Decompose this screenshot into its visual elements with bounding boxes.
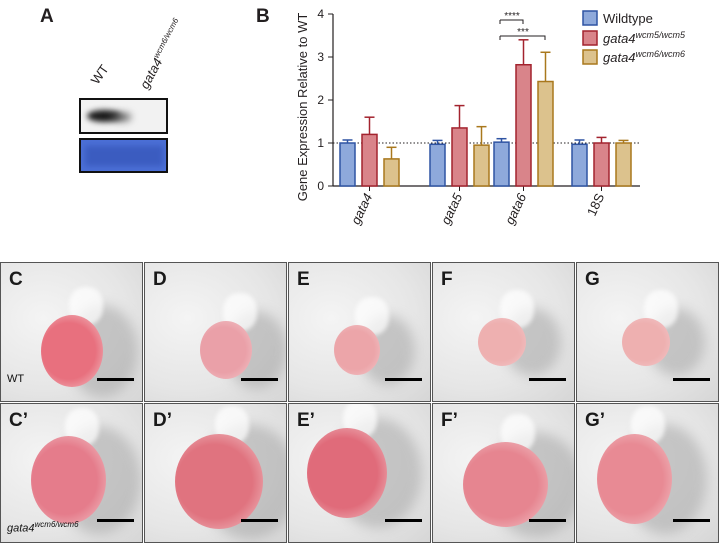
- heart-photo-e-prime: E’: [288, 403, 431, 543]
- heart-specimen: [41, 315, 103, 387]
- panel-letter: C: [9, 269, 23, 290]
- panel-letter: F’: [441, 410, 458, 431]
- chart-bars: [339, 39, 632, 187]
- scale-bar: [673, 519, 710, 522]
- heart-photo-c-prime: C’ gata4wcm6/wcm6: [0, 403, 143, 543]
- panel-letter: D’: [153, 410, 172, 431]
- heart-photo-g-prime: G’: [576, 403, 719, 543]
- bar: [383, 158, 400, 187]
- significance-label-1: ****: [504, 11, 520, 22]
- heart-specimen: [200, 321, 252, 379]
- y-tick-label: 4: [317, 7, 324, 21]
- heart-photo-c: C WT: [0, 262, 143, 402]
- legend-item-wcm5: gata4wcm5/wcm5: [582, 30, 686, 46]
- heart-specimen: [478, 318, 526, 366]
- genotype-caption: WT: [7, 373, 25, 385]
- heart-specimen: [463, 442, 548, 527]
- bar: [615, 142, 632, 187]
- significance-bracket-1: [499, 19, 524, 24]
- significance-label-2: ***: [517, 27, 529, 38]
- heart-photo-f-prime: F’: [432, 403, 575, 543]
- significance-brackets: **** ***: [499, 11, 546, 40]
- significance-bracket-2: [499, 35, 546, 40]
- bar: [361, 133, 378, 187]
- y-tick-label: 3: [317, 50, 324, 64]
- y-tick-label: 0: [317, 179, 324, 193]
- panel-letter: E: [297, 269, 310, 290]
- scale-bar: [529, 378, 566, 381]
- panel-a-letter: A: [40, 6, 54, 27]
- scale-bar: [97, 519, 134, 522]
- x-tick-label: 18S: [584, 191, 608, 219]
- heart-specimen: [334, 325, 380, 375]
- panel-letter: D: [153, 269, 167, 290]
- x-tick-label: gata5: [438, 190, 466, 227]
- heart-specimen: [175, 434, 263, 529]
- panel-letter: G: [585, 269, 600, 290]
- panel-b-letter: B: [256, 6, 270, 27]
- scale-bar: [97, 378, 134, 381]
- scale-bar: [385, 519, 422, 522]
- bar: [339, 142, 356, 187]
- heart-photo-d: D: [144, 262, 287, 402]
- y-tick-label: 1: [317, 136, 324, 150]
- y-tick-label: 2: [317, 93, 324, 107]
- panel-letter: G’: [585, 410, 606, 431]
- scale-bar: [241, 378, 278, 381]
- genotype-caption: gata4wcm6/wcm6: [7, 520, 79, 535]
- legend-item-wildtype: Wildtype: [582, 10, 653, 26]
- bar: [493, 141, 510, 187]
- bar-chart: Gene Expression Relative to WT 0 1 2 3 4 gat…: [295, 7, 686, 227]
- heart-photo-f: F: [432, 262, 575, 402]
- x-axis-labels: gata4 gata5 gata6 18S: [348, 190, 607, 227]
- legend-item-wcm6: gata4wcm6/wcm6: [582, 49, 685, 65]
- heart-photo-e: E: [288, 262, 431, 402]
- bar: [515, 63, 532, 187]
- svg-text:gata4wcm6/wcm6: gata4wcm6/wcm6: [603, 49, 685, 65]
- heart-photo-d-prime: D’: [144, 403, 287, 543]
- scale-bar: [385, 378, 422, 381]
- panel-letter: F: [441, 269, 453, 290]
- heart-specimen: [622, 318, 670, 366]
- western-blot: [79, 98, 168, 134]
- heart-specimen: [307, 428, 387, 518]
- heart-specimen: [597, 434, 672, 524]
- bar: [451, 127, 468, 187]
- loading-control-blot: [79, 138, 168, 173]
- scale-bar: [241, 519, 278, 522]
- bar: [473, 144, 490, 187]
- scale-bar: [673, 378, 710, 381]
- scale-bar: [529, 519, 566, 522]
- chart-legend: Wildtype gata4wcm5/wcm5 gata4wcm6/wcm6: [582, 10, 686, 65]
- bar: [537, 80, 554, 187]
- x-tick-label: gata4: [348, 191, 375, 227]
- heart-photo-g: G: [576, 262, 719, 402]
- svg-text:gata4wcm5/wcm5: gata4wcm5/wcm5: [603, 30, 686, 46]
- bar: [593, 142, 610, 187]
- bar: [571, 143, 588, 187]
- x-tick-label: gata6: [502, 190, 530, 227]
- heart-specimen: [31, 436, 106, 524]
- panel-letter: C’: [9, 410, 28, 431]
- y-axis-label: Gene Expression Relative to WT: [295, 13, 310, 202]
- panel-letter: E’: [297, 410, 315, 431]
- svg-text:Wildtype: Wildtype: [603, 11, 653, 26]
- bar: [429, 143, 446, 187]
